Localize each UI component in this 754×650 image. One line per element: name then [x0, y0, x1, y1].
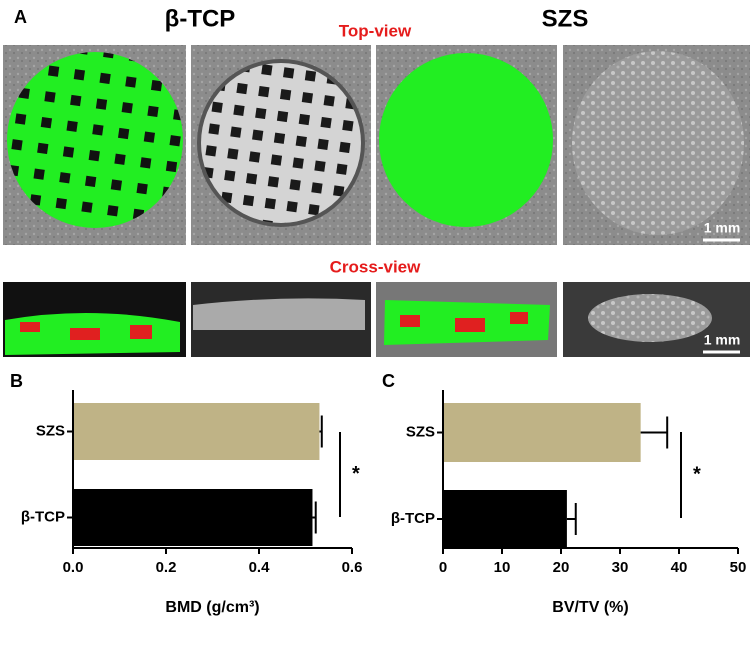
x-tick-label: 40: [671, 559, 688, 576]
panel-label: A: [14, 7, 27, 27]
bar: [73, 403, 320, 460]
group-label: β-TCP: [165, 5, 236, 32]
x-axis-label: BV/TV (%): [552, 599, 628, 616]
panel-label: B: [10, 371, 23, 391]
panel-label: C: [382, 371, 395, 391]
y-tick-label: β-TCP: [391, 510, 435, 527]
view-label: Top-view: [339, 21, 412, 40]
y-tick-label: β-TCP: [21, 508, 65, 525]
y-tick-label: SZS: [36, 422, 65, 439]
x-tick-label: 30: [612, 559, 629, 576]
x-tick-label: 0.0: [63, 559, 84, 576]
group-label: SZS: [542, 5, 589, 32]
x-tick-label: 0: [439, 559, 447, 576]
x-tick-label: 10: [494, 559, 511, 576]
bar: [443, 490, 567, 548]
y-tick-label: SZS: [406, 423, 435, 440]
image-panel: [3, 45, 750, 357]
bar: [73, 489, 313, 546]
scale-bar-label: 1 mm: [704, 220, 741, 236]
x-tick-label: 20: [553, 559, 570, 576]
x-tick-label: 0.6: [342, 559, 363, 576]
significance-label: *: [693, 463, 701, 485]
x-tick-label: 0.2: [156, 559, 177, 576]
x-tick-label: 0.4: [249, 559, 271, 576]
x-tick-label: 50: [730, 559, 747, 576]
bar: [443, 403, 641, 462]
scale-bar-label: 1 mm: [704, 332, 741, 348]
view-label: Cross-view: [330, 257, 421, 276]
x-axis-label: BMD (g/cm³): [165, 599, 259, 616]
significance-label: *: [352, 463, 360, 485]
